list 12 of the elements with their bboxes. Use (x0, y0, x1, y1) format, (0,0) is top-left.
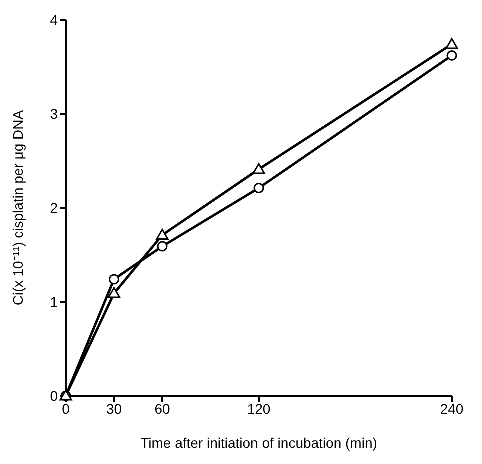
x-axis-title: Time after initiation of incubation (min) (140, 435, 378, 451)
x-tick-label: 60 (154, 400, 170, 417)
y-tick-label: 2 (50, 200, 58, 216)
x-tick-label: 240 (440, 400, 464, 417)
x-tick-label: 120 (247, 400, 271, 417)
y-tick-label: 0 (50, 388, 58, 404)
y-axis-title: Ci(x 10⁻¹¹) cisplatin per μg DNA (10, 110, 26, 306)
y-tick-label: 1 (50, 294, 58, 310)
y-tick-label: 4 (50, 12, 58, 28)
y-tick-label: 3 (50, 106, 58, 122)
x-tick-label: 0 (62, 400, 70, 417)
x-tick-label: 30 (106, 400, 122, 417)
